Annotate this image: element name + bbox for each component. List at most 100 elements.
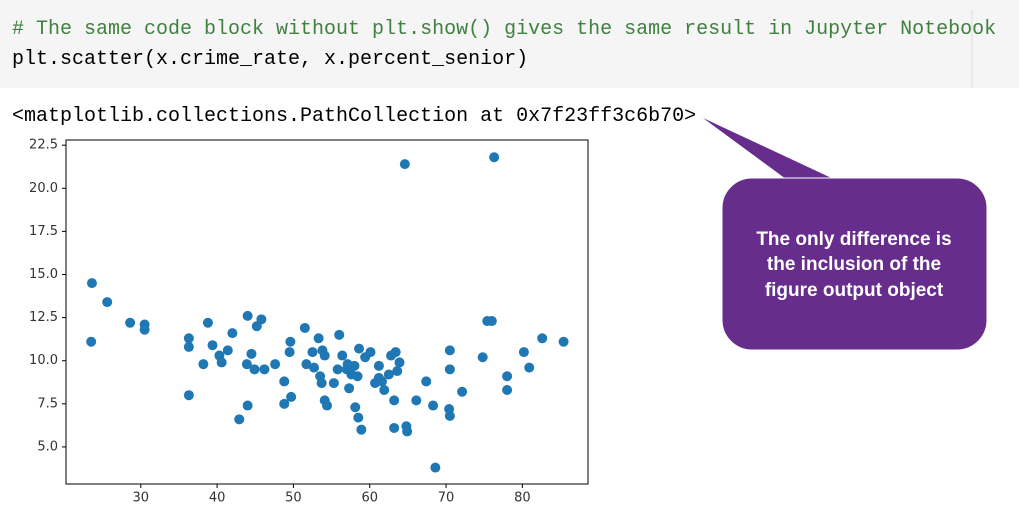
scatter-point [421,376,432,387]
scatter-point [328,378,339,389]
scatter-point [259,364,270,375]
scatter-point [242,310,253,321]
scatter-point [313,333,324,344]
callout-text: figure output object [765,280,944,301]
code-comment: # The same code block without plt.show()… [12,18,996,41]
y-tick-label: 7.5 [37,396,58,411]
scatter-point [428,400,439,411]
scatter-point [558,336,569,347]
scatter-point [222,345,233,356]
scatter-point [322,400,332,411]
scatter-point [198,359,209,370]
scatter-point [537,333,548,344]
x-tick-label: 70 [438,491,455,506]
x-tick-label: 30 [133,491,150,506]
scatter-point [316,378,327,389]
scatter-point [350,402,361,413]
scatter-point [389,395,400,406]
scatter-point [301,359,312,370]
scatter-point [334,329,345,340]
scatter-point [332,364,343,375]
scatter-point [444,364,455,375]
scatter-point [183,341,194,352]
scatter-point [86,336,97,347]
scatter-point [125,317,136,328]
scatter-point [392,366,403,377]
scatter-point [139,324,150,335]
scatter-point [457,386,468,397]
scatter-point [399,159,410,170]
y-tick-label: 17.5 [29,224,58,239]
code-line: plt.scatter(x.crime_rate, x.percent_seni… [12,48,528,71]
scatter-point [183,333,194,344]
scatter-point [242,400,253,411]
scatter-point [344,383,355,394]
y-tick-label: 5.0 [37,439,58,454]
scatter-point [102,297,113,308]
scatter-point [256,314,267,325]
callout-text: The only difference is [756,229,951,250]
scatter-point [216,357,227,368]
scatter-point [383,369,394,380]
scatter-point [389,422,400,433]
scatter-point [246,348,257,359]
scatter-point [502,385,513,396]
scatter-point [309,362,320,373]
scatter-point [234,414,245,425]
x-tick-label: 40 [209,491,226,506]
scatter-point [207,340,218,351]
scatter-point [402,426,413,437]
scatter-point [502,371,513,382]
callout-box [721,177,988,351]
scatter-point [337,350,348,361]
scatter-point [486,316,497,327]
scatter-point [524,362,535,373]
x-tick-label: 60 [361,491,378,506]
scatter-point [379,385,390,396]
callout-text: the inclusion of the [767,254,941,275]
scatter-point [411,395,422,406]
x-tick-label: 80 [514,491,531,506]
scatter-point [390,347,401,358]
scatter-point [430,462,441,473]
y-tick-label: 15.0 [29,267,58,282]
scatter-point [279,398,290,409]
scatter-point [286,391,297,402]
scatter-point [349,360,360,371]
y-tick-label: 20.0 [29,181,58,196]
scatter-point [376,376,387,387]
output-text: <matplotlib.collections.PathCollection a… [12,105,696,128]
scatter-point [356,424,367,435]
y-tick-label: 22.5 [29,138,58,153]
scatter-point [477,352,488,363]
axes-frame [65,139,589,485]
scatter-point [202,317,213,328]
y-tick-label: 12.5 [29,310,58,325]
scatter-point [227,328,238,339]
scatter-point [285,336,296,347]
scatter-point [319,350,330,361]
scatter-point [284,347,295,358]
scatter-point [444,345,455,356]
code-cell [0,0,1019,88]
scatter-point [183,390,194,401]
scatter-point [354,343,365,354]
scatter-point [489,152,500,163]
scatter-point [394,357,405,368]
callout-pointer [703,118,840,182]
scatter-point [270,359,281,370]
scatter-point [444,410,455,421]
x-tick-label: 50 [285,491,302,506]
scatter-point [249,364,260,375]
scatter-point [365,347,376,358]
scatter-point [86,278,97,289]
y-tick-label: 10.0 [29,353,58,368]
scatter-point [279,376,290,387]
scatter-point [352,371,363,382]
scatter-point [373,360,384,371]
scatter-point [518,347,529,358]
scatter-point [307,347,318,358]
scatter-point [299,322,310,333]
scatter-point [353,412,364,423]
